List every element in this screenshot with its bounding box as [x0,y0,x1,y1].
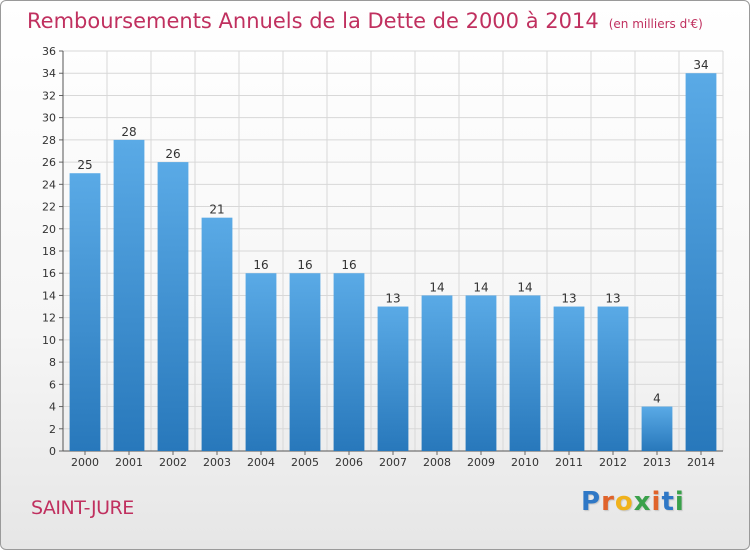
logo-letter: t [661,487,675,517]
logo-letter: P [581,487,602,517]
y-tick-label: 14 [42,289,56,302]
x-tick-label-2003: 2003 [203,456,231,469]
x-tick-label-2001: 2001 [115,456,143,469]
y-tick-label: 8 [49,356,56,369]
bar-2014 [685,73,717,451]
bar-2009 [465,295,497,451]
data-label-2013: 4 [653,392,661,406]
y-tick-label: 0 [49,445,56,458]
chart-unit: (en milliers d'€) [608,17,703,31]
data-label-2006: 16 [341,258,356,272]
bar-2002 [157,162,189,451]
y-tick-label: 28 [42,134,56,147]
bar-2000 [69,173,101,451]
chart-title: Remboursements Annuels de la Dette de 20… [27,9,703,33]
x-tick-label-2002: 2002 [159,456,187,469]
chart-title-text: Remboursements Annuels de la Dette de 20… [27,9,599,33]
bar-2011 [553,306,585,451]
bar-2004 [245,273,277,451]
y-tick-label: 10 [42,334,56,347]
logo-letter: i [674,487,685,517]
bar-2006 [333,273,365,451]
data-label-2002: 26 [165,147,180,161]
data-label-2010: 14 [517,280,532,294]
bar-2001 [113,139,145,451]
data-label-2014: 34 [693,58,708,72]
data-label-2012: 13 [605,292,620,306]
y-tick-label: 34 [42,67,56,80]
y-tick-label: 36 [42,45,56,58]
x-tick-label-2008: 2008 [423,456,451,469]
data-label-2003: 21 [209,203,224,217]
data-label-2005: 16 [297,258,312,272]
data-label-2004: 16 [253,258,268,272]
y-tick-label: 18 [42,245,56,258]
x-tick-label-2006: 2006 [335,456,363,469]
y-tick-label: 24 [42,178,56,191]
x-tick-label-2013: 2013 [643,456,671,469]
x-tick-label-2010: 2010 [511,456,539,469]
y-tick-label: 20 [42,223,56,236]
bar-2012 [597,306,629,451]
logo-letter: r [601,487,615,517]
bar-2008 [421,295,453,451]
data-label-2011: 13 [561,292,576,306]
logo-letter: x [633,487,652,517]
y-tick-label: 12 [42,312,56,325]
x-tick-label-2012: 2012 [599,456,627,469]
x-tick-label-2007: 2007 [379,456,407,469]
commune-name: SAINT-JURE [31,497,134,519]
x-tick-label-2009: 2009 [467,456,495,469]
y-tick-label: 4 [49,401,56,414]
bar-2010 [509,295,541,451]
data-label-2007: 13 [385,292,400,306]
y-tick-label: 26 [42,156,56,169]
logo-letter: o [614,487,634,517]
logo-letter: i [651,487,662,517]
data-label-2009: 14 [473,280,488,294]
x-tick-label-2014: 2014 [687,456,715,469]
bar-2003 [201,217,233,451]
x-tick-label-2000: 2000 [71,456,99,469]
x-tick-label-2011: 2011 [555,456,583,469]
x-tick-label-2005: 2005 [291,456,319,469]
data-label-2000: 25 [77,158,92,172]
proxiti-logo: Proxiti [581,487,685,517]
y-tick-label: 16 [42,267,56,280]
x-tick-label-2004: 2004 [247,456,275,469]
y-tick-label: 22 [42,201,56,214]
data-label-2008: 14 [429,280,444,294]
y-tick-label: 30 [42,112,56,125]
y-tick-label: 2 [49,423,56,436]
bar-2007 [377,306,409,451]
y-tick-label: 6 [49,378,56,391]
data-label-2001: 28 [121,125,136,139]
y-tick-label: 32 [42,89,56,102]
bar-2005 [289,273,321,451]
bar-2013 [641,406,673,451]
